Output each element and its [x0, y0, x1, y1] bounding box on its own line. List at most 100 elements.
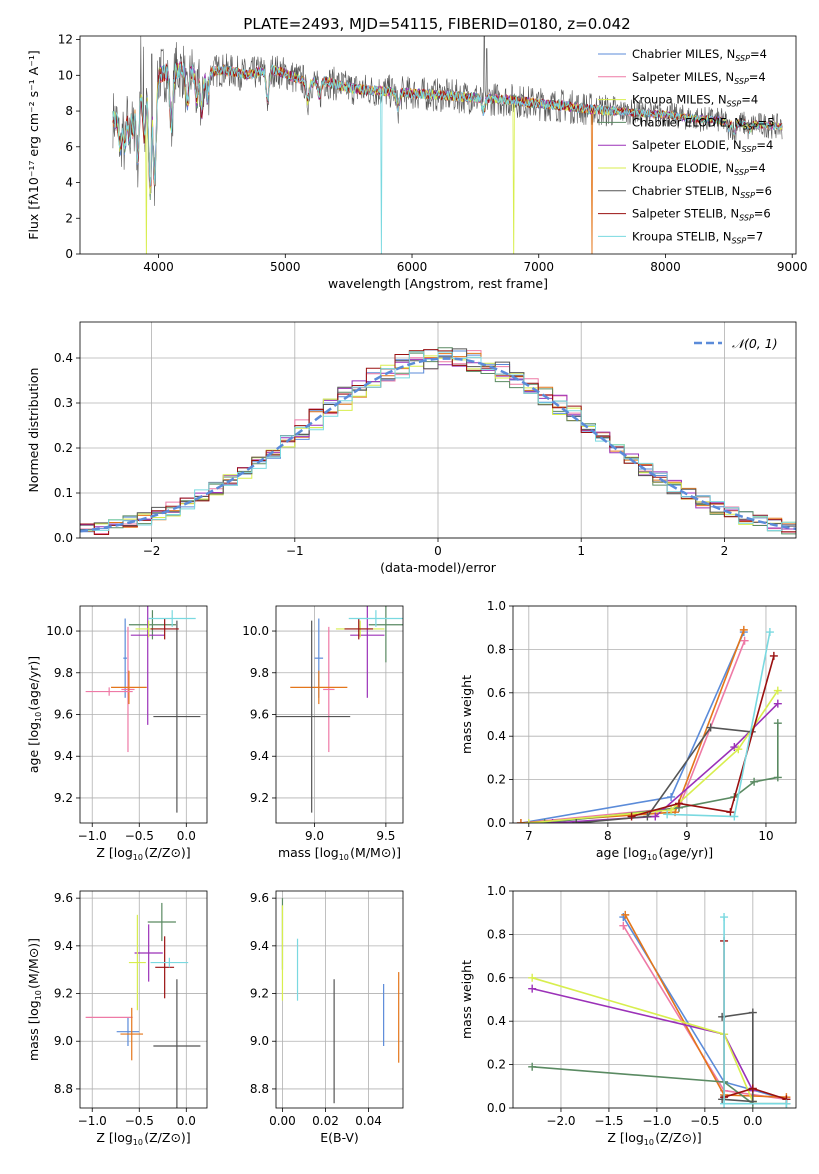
- y-tick-label: 0.2: [487, 773, 506, 787]
- y-tick-label: 0.4: [487, 1014, 506, 1028]
- y-tick-label: 0.6: [487, 971, 506, 985]
- x-tick-label: 0.0: [743, 1114, 762, 1128]
- legend-entry: Kroupa STELIB, NSSP=7: [632, 229, 763, 245]
- data-point-marker: [524, 819, 533, 823]
- y-axis-label: age [log10 (age/yr)]: [26, 656, 43, 773]
- y-tick-label: 10.0: [242, 624, 269, 638]
- data-point-marker: [675, 799, 684, 808]
- x-tick-label: 9000: [777, 260, 808, 274]
- legend: Chabrier MILES, NSSP=4 Salpeter MILES, NS…: [598, 47, 774, 245]
- x-tick-label: −1.5: [594, 1114, 623, 1128]
- weight-series-line: [528, 690, 779, 823]
- y-tick-label: 4: [65, 176, 73, 190]
- data-point-marker: [773, 773, 782, 782]
- data-point-marker: [739, 625, 748, 634]
- data-point-marker: [740, 636, 749, 645]
- x-tick-label: 9: [683, 829, 691, 843]
- reference-gaussian-curve: [80, 357, 796, 533]
- mass-vs-ebv-panel: 0.00 0.02 0.04 8.8 9.0 9.2 9.4 9.6 E(B-V): [250, 890, 404, 1145]
- y-tick-label: 9.4: [250, 939, 269, 953]
- data-point-marker: [572, 819, 581, 823]
- x-tick-label: 4000: [143, 260, 174, 274]
- y-tick-label: 9.4: [250, 749, 269, 763]
- legend-entry: 𝒩(0, 1): [732, 336, 778, 351]
- age-vs-mass-plot-area: [276, 606, 403, 813]
- x-axis-label: wavelength [Angstrom, rest frame]: [328, 276, 548, 291]
- data-point-marker: [667, 805, 676, 814]
- y-tick-label: 9.4: [54, 939, 73, 953]
- data-point-marker: [730, 812, 739, 821]
- weight-vs-age-plot-area: [516, 625, 782, 823]
- y-tick-label: 9.6: [250, 891, 269, 905]
- y-tick-label: 8: [65, 104, 73, 118]
- legend: 𝒩(0, 1): [694, 336, 778, 351]
- y-tick-label: 9.8: [54, 666, 73, 680]
- data-point-marker: [769, 651, 778, 660]
- y-tick-label: 12: [58, 33, 73, 47]
- weight-series-line: [576, 726, 752, 823]
- data-point-marker: [621, 910, 630, 919]
- y-tick-label: 9.6: [250, 708, 269, 722]
- weight-vs-age-panel: 7 8 9 10 0.0 0.2 0.4 0.6 0.8 1.0 age [log10 (age/y…: [459, 599, 797, 862]
- data-point-marker: [627, 812, 636, 821]
- data-point-marker: [773, 686, 782, 695]
- axes-frame: [79, 35, 797, 255]
- y-tick-label: 1.0: [487, 884, 506, 898]
- y-tick-label: 6: [65, 140, 73, 154]
- y-tick-label: 0: [65, 247, 73, 261]
- x-tick-label: −2: [143, 544, 161, 558]
- data-point-marker: [706, 723, 715, 732]
- weight-series-line: [723, 940, 787, 1101]
- mass-vs-ebv-plot-area: [281, 898, 400, 1104]
- x-tick-label: 2: [721, 544, 729, 558]
- axes-frame: [512, 605, 797, 824]
- x-tick-label: 0.0: [177, 829, 196, 843]
- x-tick-label: 0.00: [269, 1114, 296, 1128]
- x-tick-label: 0.0: [177, 1114, 196, 1128]
- x-axis-label: E(B-V): [320, 1130, 359, 1145]
- data-point-marker: [748, 1084, 757, 1093]
- axes-frame: [275, 890, 404, 1109]
- data-point-marker: [718, 1012, 727, 1021]
- x-tick-label: −1.0: [78, 1114, 107, 1128]
- legend-entry: Salpeter STELIB, NSSP=6: [632, 207, 771, 223]
- y-tick-label: 9.0: [54, 1034, 73, 1048]
- axes-frame: [512, 890, 797, 1109]
- y-tick-label: 9.2: [250, 791, 269, 805]
- x-tick-label: 0.04: [355, 1114, 382, 1128]
- y-tick-label: 8.8: [54, 1082, 73, 1096]
- data-point-marker: [528, 973, 537, 982]
- x-tick-label: 9.0: [305, 829, 324, 843]
- y-tick-label: 0.0: [487, 1101, 506, 1115]
- x-tick-label: −1.0: [78, 829, 107, 843]
- residuals-plot-area: [80, 347, 796, 535]
- data-point-marker: [540, 819, 549, 823]
- y-tick-label: 0.0: [54, 531, 73, 545]
- legend-entry: Chabrier STELIB, NSSP=6: [632, 184, 772, 200]
- y-axis-label: Normed distribution: [26, 368, 41, 493]
- age-vs-Z-panel: −1.0 −0.5 0.0 9.2 9.4 9.6 9.8 10.0 Z [log10 (Z/Z…: [26, 605, 208, 862]
- y-tick-label: 9.2: [54, 987, 73, 1001]
- data-point-marker: [773, 699, 782, 708]
- data-point-marker: [651, 812, 660, 821]
- x-axis-label: Z [log10 (Z/Z⊙)]: [96, 845, 190, 862]
- y-tick-label: 9.6: [54, 891, 73, 905]
- x-tick-label: −0.5: [690, 1114, 719, 1128]
- x-tick-label: −0.5: [125, 829, 154, 843]
- x-tick-label: 0: [434, 544, 442, 558]
- data-point-marker: [528, 1062, 537, 1071]
- weight-vs-Z-plot-area: [528, 910, 791, 1108]
- weight-series-line: [532, 1066, 787, 1105]
- y-axis-label: mass weight: [459, 960, 474, 1039]
- x-tick-label: 10: [758, 829, 773, 843]
- y-tick-label: 1.0: [487, 599, 506, 613]
- weight-series-line: [624, 914, 787, 1098]
- y-tick-label: 0.8: [487, 642, 506, 656]
- y-tick-label: 0.0: [487, 816, 506, 830]
- data-point-marker: [750, 777, 759, 786]
- y-tick-label: 0.2: [487, 1058, 506, 1072]
- x-tick-label: 9.5: [376, 829, 395, 843]
- y-tick-label: 9.2: [54, 791, 73, 805]
- data-point-marker: [720, 1099, 729, 1108]
- data-point-marker: [516, 819, 525, 823]
